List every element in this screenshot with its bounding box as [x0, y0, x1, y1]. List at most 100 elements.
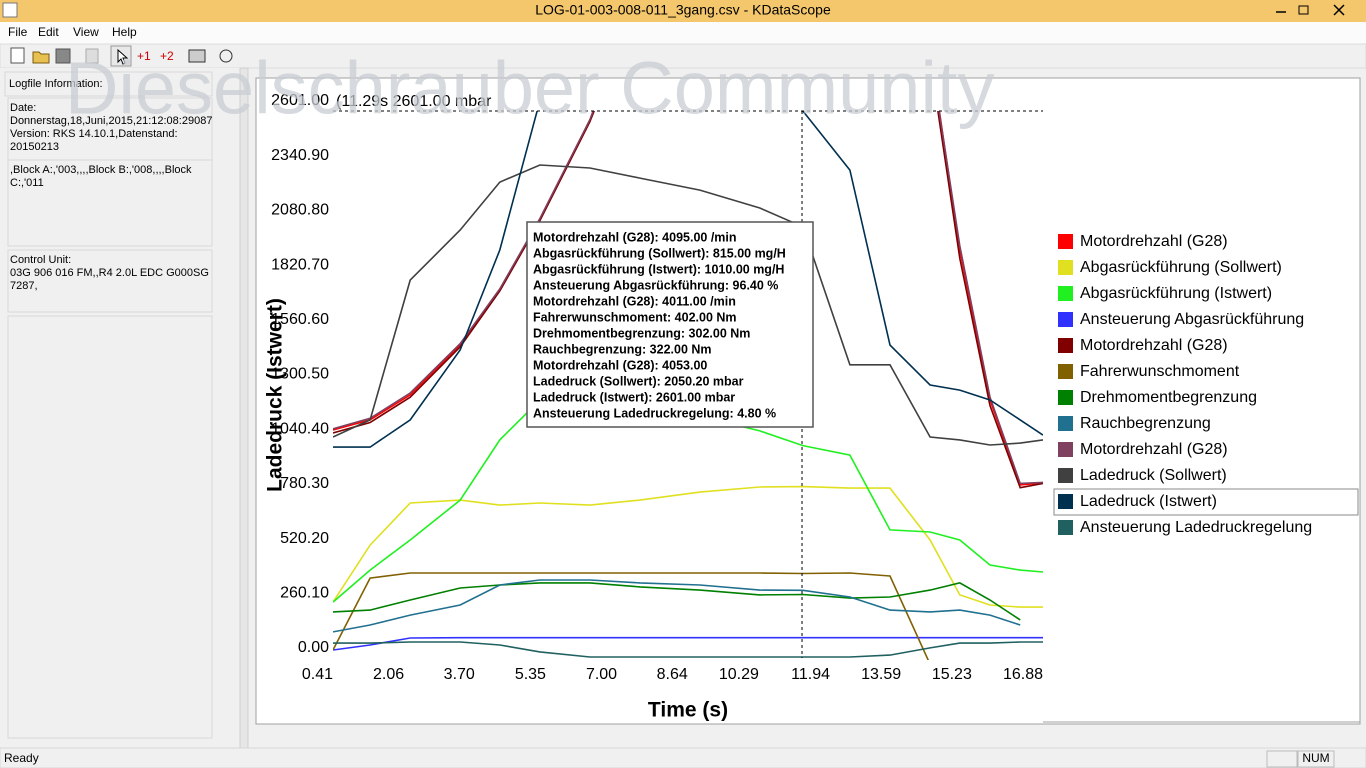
open-button[interactable]: [32, 51, 50, 64]
legend-swatch: [1058, 520, 1073, 535]
tooltip-line: Motordrehzahl (G28): 4011.00 /min: [533, 294, 736, 308]
y-tick-label: 260.10: [280, 585, 329, 602]
x-tick-label: 2.06: [373, 666, 404, 683]
help-button[interactable]: [219, 49, 233, 63]
menu-item[interactable]: View: [73, 25, 99, 39]
splitter[interactable]: [239, 67, 249, 749]
x-tick-label: 10.29: [719, 666, 759, 683]
legend-swatch: [1058, 234, 1073, 249]
tooltip-line: Drehmomentbegrenzung: 302.00 Nm: [533, 326, 750, 340]
close-button[interactable]: [1333, 4, 1345, 16]
legend-swatch: [1058, 286, 1073, 301]
menu-item[interactable]: Edit: [38, 25, 59, 39]
menu-item[interactable]: Help: [112, 25, 137, 39]
y-tick-label: 1560.60: [271, 311, 329, 328]
series-line: [333, 572, 930, 660]
legend-swatch: [1058, 442, 1073, 457]
tooltip-line: Ansteuerung Abgasrückführung: 96.40 %: [533, 278, 778, 292]
info-line: ,Block A:,'003,,,,Block B:,'008,,,,Block: [10, 164, 192, 176]
series-line: [333, 111, 1043, 485]
legend-entry[interactable]: Ladedruck (Sollwert): [1080, 467, 1227, 484]
legend-swatch: [1058, 494, 1073, 509]
y-tick-label: 2340.90: [271, 147, 329, 164]
y-tick-label: 2601.00: [271, 92, 329, 109]
status-bar: [0, 747, 1366, 768]
series-line: [333, 582, 1021, 621]
tooltip-line: Fahrerwunschmoment: 402.00 Nm: [533, 310, 737, 324]
title-bar: [0, 0, 1366, 22]
x-tick-label: 0.41: [302, 666, 333, 683]
legend-swatch: [1058, 364, 1073, 379]
sidebar-heading: Logfile Information:: [9, 78, 103, 90]
legend-selection: [1053, 488, 1359, 516]
legend-entry[interactable]: Fahrerwunschmoment: [1080, 363, 1240, 380]
print-button[interactable]: [188, 49, 206, 63]
info-line: 03G 906 016 FM,,R4 2.0L EDC G000SG: [10, 267, 209, 279]
cursor1-button[interactable]: +1: [137, 49, 151, 63]
copy-button[interactable]: [85, 48, 99, 64]
info-line: 20150213: [10, 141, 59, 153]
x-tick-label: 7.00: [586, 666, 617, 683]
legend-entry[interactable]: Abgasrückführung (Sollwert): [1080, 259, 1282, 276]
x-tick-label: 16.88: [1003, 666, 1043, 683]
menu-item[interactable]: File: [8, 25, 28, 39]
legend-entry[interactable]: Ansteuerung Abgasrückführung: [1080, 311, 1304, 328]
series-line: [333, 641, 1043, 658]
tooltip-box: [526, 221, 814, 428]
info-line: Version: RKS 14.10.1,Datenstand:: [10, 128, 178, 140]
tooltip-line: Rauchbegrenzung: 322.00 Nm: [533, 342, 712, 356]
status-indicator: NUM: [1302, 751, 1329, 765]
legend-entry[interactable]: Ladedruck (Istwert): [1080, 493, 1217, 510]
y-axis-label: Ladedruck (Istwert): [264, 298, 287, 492]
info-box: [7, 249, 213, 313]
y-tick-label: 1820.70: [271, 256, 329, 273]
cursor2-button[interactable]: +2: [160, 49, 174, 63]
legend-swatch: [1058, 468, 1073, 483]
y-tick-label: 0.00: [298, 639, 329, 656]
series-line: [333, 579, 1021, 633]
legend-swatch: [1058, 338, 1073, 353]
legend-swatch: [1058, 390, 1073, 405]
series-line: [333, 164, 1043, 446]
info-line: Control Unit:: [10, 254, 71, 266]
legend-swatch: [1058, 416, 1073, 431]
legend-entry[interactable]: Abgasrückführung (Istwert): [1080, 285, 1272, 302]
info-line: 7287,: [10, 280, 38, 292]
pointer-icon: [117, 48, 129, 65]
legend-entry[interactable]: Rauchbegrenzung: [1080, 415, 1211, 432]
tooltip-line: Motordrehzahl (G28): 4053.00: [533, 358, 707, 372]
window-title: LOG-01-003-008-011_3gang.csv - KDataScop…: [535, 2, 831, 18]
new-button[interactable]: [10, 47, 25, 64]
legend-entry[interactable]: Motordrehzahl (G28): [1080, 441, 1228, 458]
app-icon: [2, 2, 18, 18]
x-tick-label: 15.23: [932, 666, 972, 683]
series-line: [333, 111, 1043, 489]
tooltip-line: Motordrehzahl (G28): 4095.00 /min: [533, 230, 737, 244]
y-tick-label: 520.20: [280, 530, 329, 547]
sidebar-heading-box: [4, 71, 213, 97]
restore-button[interactable]: [1298, 5, 1309, 15]
status-pane: [1297, 750, 1335, 768]
y-tick-label: 1040.40: [271, 420, 329, 437]
series-line: [333, 485, 1043, 608]
info-line: Date:: [10, 102, 36, 114]
x-axis-label: Time (s): [648, 699, 728, 722]
tooltip-line: Ansteuerung Ladedruckregelung: 4.80 %: [533, 406, 776, 420]
legend-entry[interactable]: Motordrehzahl (G28): [1080, 337, 1228, 354]
legend-entry[interactable]: Motordrehzahl (G28): [1080, 233, 1228, 250]
save-button[interactable]: [55, 48, 71, 64]
info-line: Donnerstag,18,Juni,2015,21:12:08:29087: [10, 115, 212, 127]
x-tick-label: 5.35: [515, 666, 546, 683]
y-tick-label: 2080.80: [271, 202, 329, 219]
legend-entry[interactable]: Ansteuerung Ladedruckregelung: [1080, 519, 1312, 536]
legend-entry[interactable]: Drehmomentbegrenzung: [1080, 389, 1257, 406]
status-text: Ready: [4, 751, 39, 765]
cursor-label: (11.29s 2601.00 mbar: [336, 93, 492, 110]
sidebar-empty: [7, 315, 213, 739]
x-tick-label: 3.70: [444, 666, 475, 683]
info-box: [7, 159, 213, 247]
tooltip-line: Abgasrückführung (Istwert): 1010.00 mg/H: [533, 262, 784, 276]
legend-swatch: [1058, 260, 1073, 275]
